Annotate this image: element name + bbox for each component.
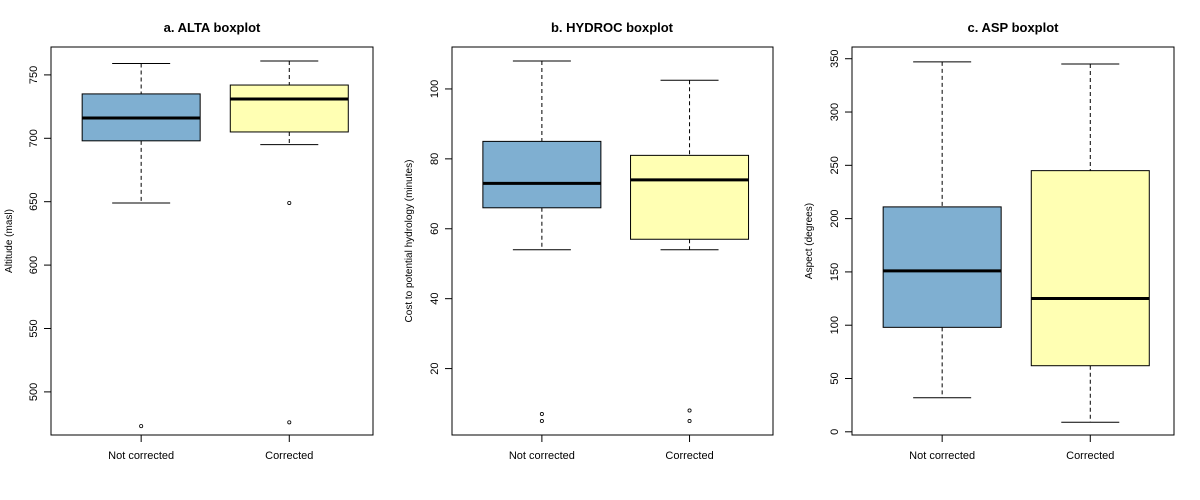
x-tick-label: Corrected bbox=[1066, 450, 1114, 462]
outlier-point bbox=[687, 419, 692, 424]
y-tick-label: 100 bbox=[829, 316, 841, 334]
outlier-point bbox=[539, 412, 544, 417]
y-tick-label: 40 bbox=[429, 293, 441, 305]
plot-frame bbox=[451, 46, 774, 436]
y-tick-label: 100 bbox=[429, 80, 441, 98]
y-tick-label: 80 bbox=[429, 153, 441, 165]
x-tick-label: Not corrected bbox=[509, 450, 575, 462]
y-tick-label: 750 bbox=[28, 66, 40, 84]
iqr-box bbox=[1030, 170, 1150, 367]
x-tick-label: Not corrected bbox=[108, 450, 174, 462]
x-tick-label: Not corrected bbox=[909, 450, 975, 462]
y-tick-label: 300 bbox=[829, 103, 841, 121]
y-tick-label: 700 bbox=[28, 129, 40, 147]
y-tick-label: 600 bbox=[28, 256, 40, 274]
y-tick-label: 650 bbox=[28, 193, 40, 211]
plot-frame bbox=[851, 46, 1175, 436]
iqr-box bbox=[229, 84, 349, 133]
y-tick-label: 550 bbox=[28, 319, 40, 337]
panel-asp: c. ASP boxplot Aspect (degrees) 0 50 100 150 2… bbox=[804, 20, 1175, 462]
chart-title: c. ASP boxplot bbox=[967, 20, 1059, 35]
outlier-point bbox=[539, 419, 544, 424]
outlier-point bbox=[687, 408, 692, 413]
y-tick-label: 60 bbox=[429, 223, 441, 235]
plot-frame bbox=[50, 46, 374, 436]
y-axis-label: Aspect (degrees) bbox=[804, 203, 815, 279]
y-tick-label: 20 bbox=[429, 362, 441, 374]
y-tick-label: 0 bbox=[829, 429, 841, 435]
iqr-box bbox=[882, 206, 1002, 328]
outlier-point bbox=[287, 200, 292, 205]
y-tick-label: 500 bbox=[28, 383, 40, 401]
y-tick-label: 150 bbox=[829, 263, 841, 281]
panel-hydroc: b. HYDROC boxplot Cost to potential hydro… bbox=[404, 20, 774, 462]
outlier-point bbox=[287, 420, 292, 425]
panel-alta: a. ALTA boxplot Altitude (masl) 500 550 600 6… bbox=[4, 20, 374, 462]
y-tick-label: 350 bbox=[829, 50, 841, 68]
iqr-box bbox=[482, 140, 602, 209]
outlier-point bbox=[139, 424, 144, 429]
y-axis-label: Cost to potential hydrology (minutes) bbox=[404, 160, 415, 323]
x-tick-label: Corrected bbox=[665, 450, 713, 462]
chart-title: a. ALTA boxplot bbox=[164, 20, 261, 35]
y-tick-label: 250 bbox=[829, 156, 841, 174]
iqr-box bbox=[630, 154, 750, 240]
x-tick-label: Corrected bbox=[265, 450, 313, 462]
y-tick-label: 200 bbox=[829, 209, 841, 227]
chart-title: b. HYDROC boxplot bbox=[551, 20, 674, 35]
y-tick-label: 50 bbox=[829, 372, 841, 384]
y-axis-label: Altitude (masl) bbox=[4, 209, 15, 273]
